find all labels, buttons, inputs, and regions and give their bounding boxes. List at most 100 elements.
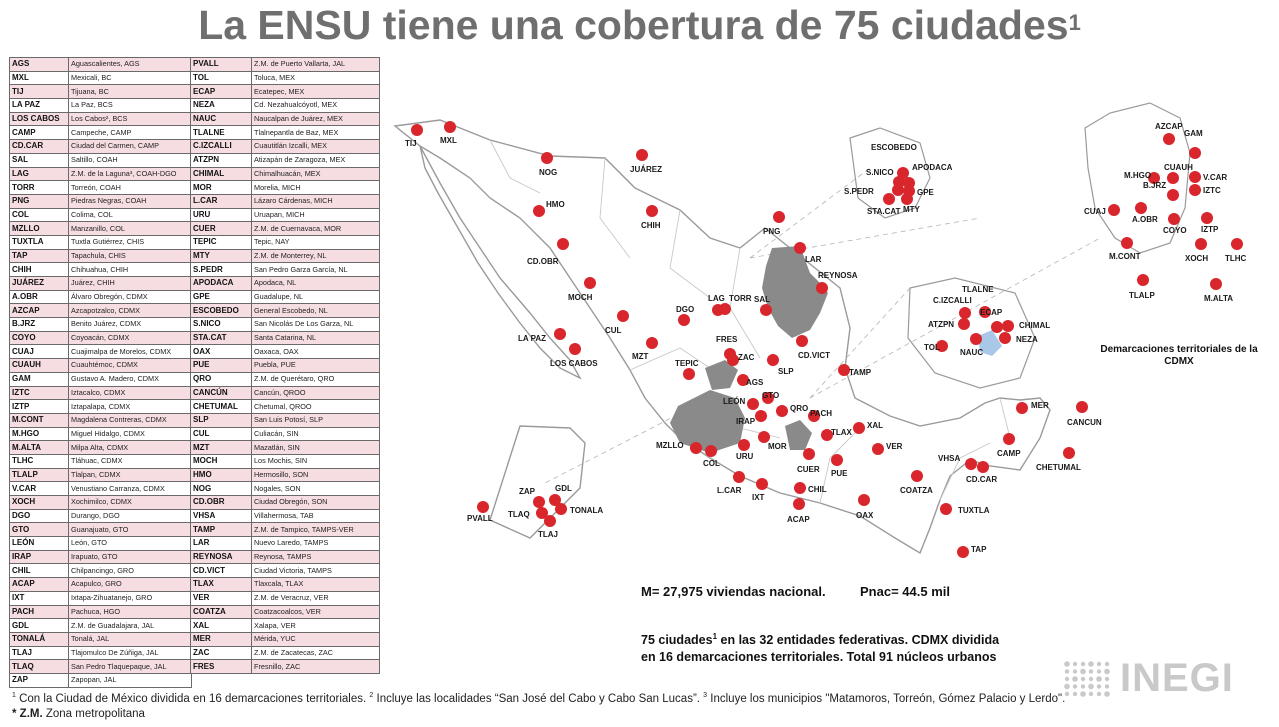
red-dot-icon bbox=[1108, 204, 1120, 216]
red-dot-icon bbox=[892, 184, 904, 196]
city-label: CHIH bbox=[641, 221, 661, 230]
red-dot-icon bbox=[1121, 237, 1133, 249]
city-name: Ixtapa-Zihuatanejo, GRO bbox=[68, 590, 192, 606]
city-label: TORR bbox=[729, 294, 752, 303]
table-row: STA.CAT Santa Catarina, NL bbox=[190, 330, 380, 346]
city-name: Villahermosa, TAB bbox=[251, 508, 380, 524]
city-code: VHSA bbox=[190, 508, 252, 524]
city-code: COYO bbox=[9, 330, 69, 346]
city-name: Nogales, SON bbox=[251, 481, 380, 496]
city-name: Ciudad Victoria, TAMPS bbox=[251, 563, 380, 579]
city-code: PACH bbox=[9, 604, 69, 620]
table-row: MXL Mexicali, BC bbox=[9, 70, 192, 86]
city-label: ACAP bbox=[787, 515, 810, 524]
city-name: Nuevo Laredo, TAMPS bbox=[251, 536, 380, 551]
city-label: CD.OBR bbox=[527, 257, 559, 266]
table-row: LAG Z.M. de la Laguna³, COAH-DGO bbox=[9, 166, 192, 182]
table-row: TIJ Tijuana, BC bbox=[9, 84, 192, 100]
table-row: COL Colima, COL bbox=[9, 207, 192, 223]
logo-dot bbox=[1088, 676, 1094, 681]
city-code: TLHC bbox=[9, 453, 69, 469]
city-label: XOCH bbox=[1185, 254, 1208, 263]
city-code: CHIH bbox=[9, 262, 69, 277]
table-row: CD.OBR Ciudad Obregón, SON bbox=[190, 495, 380, 510]
red-dot-icon bbox=[838, 364, 850, 376]
red-dot-icon bbox=[733, 471, 745, 483]
city-code: ECAP bbox=[190, 84, 252, 100]
table-row: L.CAR Lázaro Cárdenas, MICH bbox=[190, 193, 380, 209]
city-name: Z.M. de Cuernavaca, MOR bbox=[251, 221, 380, 236]
city-name: San Nicolás De Los Garza, NL bbox=[251, 317, 380, 332]
city-label: CHIMAL bbox=[1019, 321, 1050, 330]
red-dot-icon bbox=[979, 306, 991, 318]
logo-dot bbox=[1088, 660, 1094, 667]
city-name: Z.M. de Monterrey, NL bbox=[251, 248, 380, 264]
logo-dot bbox=[1104, 661, 1110, 666]
table-row: NAUC Naucalpan de Juárez, MEX bbox=[190, 111, 380, 127]
city-label: MZT bbox=[632, 352, 649, 361]
city-label: TIJ bbox=[405, 139, 417, 148]
city-name: Coyoacán, CDMX bbox=[68, 330, 192, 346]
city-name: Zapopan, JAL bbox=[68, 672, 192, 688]
city-code: MTY bbox=[190, 248, 252, 264]
red-dot-icon bbox=[991, 321, 1003, 333]
city-name: Morelia, MICH bbox=[251, 180, 380, 195]
city-label: TLAJ bbox=[538, 530, 558, 539]
city-name: Los Cabos², BCS bbox=[68, 111, 192, 127]
red-dot-icon bbox=[719, 303, 731, 315]
population-text: Pnac= 44.5 mil bbox=[860, 584, 950, 599]
table-row: IXT Ixtapa-Zihuatanejo, GRO bbox=[9, 590, 192, 606]
red-dot-icon bbox=[584, 277, 596, 289]
city-name: Uruapan, MICH bbox=[251, 207, 380, 223]
red-dot-icon bbox=[936, 340, 948, 352]
red-dot-icon bbox=[1195, 238, 1207, 250]
city-name: Mexicali, BC bbox=[68, 70, 192, 86]
city-label: CD.CAR bbox=[966, 475, 997, 484]
red-dot-icon bbox=[477, 501, 489, 513]
city-code: TLAJ bbox=[9, 645, 69, 661]
city-code: DGO bbox=[9, 508, 69, 524]
red-dot-icon bbox=[1167, 189, 1179, 201]
red-dot-icon bbox=[776, 405, 788, 417]
city-name: Los Mochis, SIN bbox=[251, 453, 380, 469]
city-code: M.ALTA bbox=[9, 440, 69, 455]
red-dot-icon bbox=[646, 337, 658, 349]
red-dot-icon bbox=[883, 193, 895, 205]
city-code: QRO bbox=[190, 371, 252, 387]
red-dot-icon bbox=[872, 443, 884, 455]
table-row: GTO Guanajuato, GTO bbox=[9, 522, 192, 538]
city-name: Z.M. de Puerto Vallarta, JAL bbox=[251, 57, 380, 72]
table-row: APODACA Apodaca, NL bbox=[190, 276, 380, 291]
city-name: San Pedro Garza García, NL bbox=[251, 262, 380, 277]
cdmx-inset-caption: Demarcaciones territoriales de la CDMX bbox=[1100, 344, 1258, 367]
city-name: Miguel Hidalgo, CDMX bbox=[68, 426, 192, 442]
city-name: Reynosa, TAMPS bbox=[251, 549, 380, 565]
red-dot-icon bbox=[1189, 184, 1201, 196]
city-code: TLALNE bbox=[190, 125, 252, 141]
city-label: LA PAZ bbox=[518, 334, 546, 343]
logo-dot bbox=[1104, 668, 1110, 674]
city-label: CUL bbox=[605, 326, 622, 335]
city-code: CUAJ bbox=[9, 344, 69, 360]
inegi-dots-icon bbox=[1064, 660, 1110, 697]
city-label: S.NICO bbox=[866, 168, 894, 177]
city-name: General Escobedo, NL bbox=[251, 303, 380, 319]
city-code: VER bbox=[190, 590, 252, 606]
red-dot-icon bbox=[756, 478, 768, 490]
city-label: TUXTLA bbox=[958, 506, 990, 515]
city-name: San Luis Potosí, SLP bbox=[251, 412, 380, 428]
table-row: MOR Morelia, MICH bbox=[190, 180, 380, 195]
city-label: PNG bbox=[763, 227, 780, 236]
city-label: VER bbox=[886, 442, 903, 451]
red-dot-icon bbox=[970, 333, 982, 345]
red-dot-icon bbox=[767, 354, 779, 366]
table-row: V.CAR Venustiano Carranza, CDMX bbox=[9, 481, 192, 496]
city-code: TONALÁ bbox=[9, 631, 69, 647]
city-name: Tepic, NAY bbox=[251, 234, 380, 250]
red-dot-icon bbox=[773, 211, 785, 223]
city-label: ZAC bbox=[738, 353, 755, 362]
table-row: IZTP Iztapalapa, CDMX bbox=[9, 399, 192, 414]
red-dot-icon bbox=[958, 318, 970, 330]
city-name: Tlalpan, CDMX bbox=[68, 467, 192, 483]
red-dot-icon bbox=[911, 470, 923, 482]
